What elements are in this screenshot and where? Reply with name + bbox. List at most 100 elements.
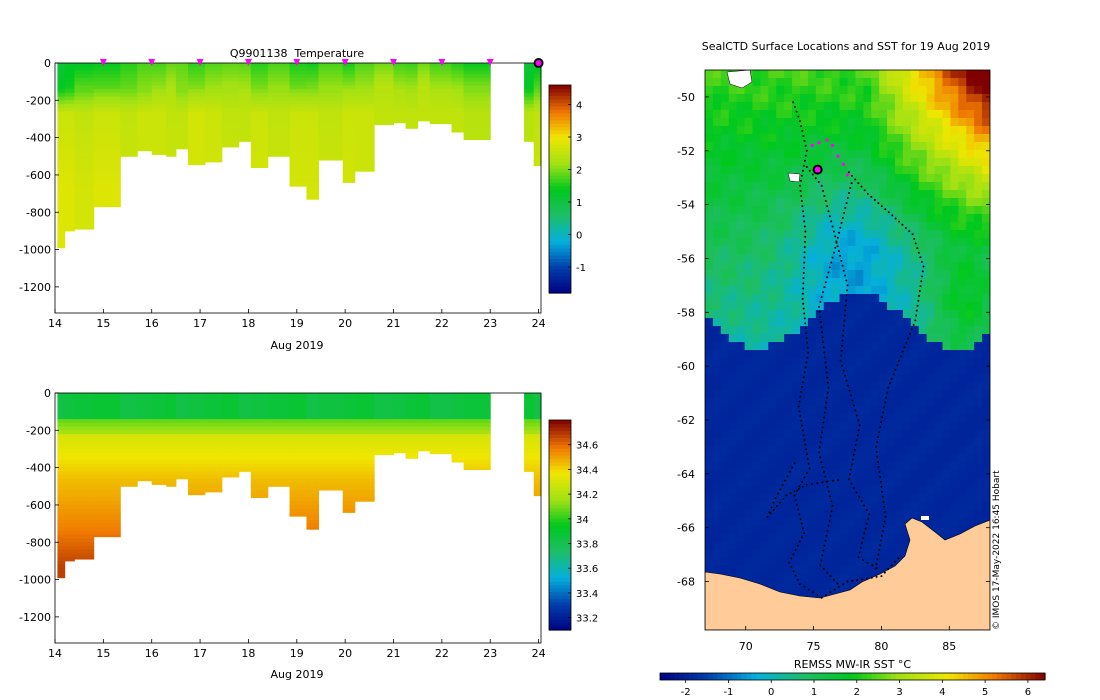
section-cell <box>93 415 121 420</box>
sst-cell <box>823 534 833 543</box>
y-tick-label: -1200 <box>19 281 51 294</box>
sst-cell <box>736 558 746 567</box>
section-cell <box>267 63 291 68</box>
sst-cell <box>712 86 722 95</box>
section-cell <box>306 478 320 484</box>
sst-cell <box>760 70 769 79</box>
sst-cell <box>974 270 983 279</box>
section-cell <box>250 434 269 439</box>
sst-cell <box>918 358 928 367</box>
sst-cell <box>966 302 975 311</box>
sst-cell <box>720 126 730 135</box>
section-cell <box>187 92 206 98</box>
section-cell <box>204 463 223 469</box>
section-cell <box>289 460 307 465</box>
section-cell <box>93 404 121 409</box>
sst-cell <box>918 422 928 431</box>
sst-cell <box>784 102 793 111</box>
sst-cell <box>847 454 857 463</box>
salinity-colorbar-swatch <box>549 507 571 512</box>
sst-cell <box>768 558 777 567</box>
sst-cell <box>831 382 841 391</box>
section-cell <box>417 81 431 86</box>
section-cell <box>524 415 535 420</box>
track-point <box>823 286 826 289</box>
sst-cell <box>887 382 896 391</box>
section-cell <box>120 467 138 472</box>
track-point <box>912 323 915 326</box>
section-cell <box>524 89 535 94</box>
sst-cell <box>847 558 857 567</box>
track-point <box>843 211 846 214</box>
section-cell <box>289 400 307 405</box>
sst-cell <box>982 406 990 415</box>
sst-cell <box>807 230 817 239</box>
sst-cell <box>720 254 730 263</box>
sst-cell <box>807 182 817 191</box>
sst-cell <box>910 326 920 335</box>
sst-cell <box>902 326 912 335</box>
map-title: SealCTD Surface Locations and SST for 19… <box>702 40 991 53</box>
track-point <box>801 429 804 432</box>
sst-cell <box>815 158 825 167</box>
sst-cell <box>768 278 777 287</box>
section-cell <box>451 419 465 424</box>
section-cell <box>289 167 307 172</box>
sst-cell <box>736 142 746 151</box>
track-point <box>800 522 803 525</box>
sst-colorbar-swatch <box>891 673 897 680</box>
sst-cell <box>736 262 746 271</box>
track-point <box>825 534 828 537</box>
section-cell <box>57 553 66 558</box>
sst-cell <box>784 462 793 471</box>
section-cell <box>238 411 252 416</box>
sst-cell <box>855 70 864 79</box>
sst-cell <box>855 110 864 119</box>
sst-cell <box>887 286 896 295</box>
sst-cell <box>847 102 857 111</box>
sst-cell <box>712 358 722 367</box>
sst-cell <box>784 318 793 327</box>
section-cell <box>166 85 177 90</box>
sst-cell <box>902 102 912 111</box>
track-point <box>804 240 807 243</box>
salinity-colorbar-swatch <box>549 563 571 568</box>
track-point <box>827 524 830 527</box>
track-point <box>806 457 809 460</box>
sst-cell <box>712 422 722 431</box>
sst-cell <box>879 470 888 479</box>
section-cell <box>221 63 240 68</box>
sst-cell <box>752 326 762 335</box>
section-cell <box>354 66 375 71</box>
section-cell <box>74 197 95 202</box>
section-cell <box>187 126 206 131</box>
section-cell <box>342 152 356 157</box>
section-cell <box>238 445 252 450</box>
section-cell <box>354 100 375 105</box>
sst-cell <box>768 334 777 343</box>
salinity-colorbar-swatch <box>549 483 571 488</box>
section-cell <box>64 545 75 551</box>
sst-cell <box>918 414 928 423</box>
track-point <box>919 256 922 259</box>
section-cell <box>221 70 240 75</box>
section-cell <box>187 393 206 398</box>
track-point <box>819 300 822 303</box>
section-cell <box>204 89 223 94</box>
sst-cell <box>784 294 793 303</box>
track-point <box>804 235 807 238</box>
sst-cell <box>934 238 944 247</box>
y-tick-label: 0 <box>44 57 51 70</box>
sst-cell <box>768 118 777 127</box>
section-cell <box>64 118 75 124</box>
section-cell <box>451 445 465 450</box>
sst-cell <box>736 486 746 495</box>
sst-cell <box>720 430 730 439</box>
section-cell <box>93 396 121 401</box>
sst-cell <box>910 126 920 135</box>
sst-cell <box>855 390 864 399</box>
section-cell <box>354 490 375 495</box>
section-cell <box>57 501 66 506</box>
sst-cell <box>966 390 975 399</box>
salinity-colorbar-swatch <box>549 486 571 491</box>
